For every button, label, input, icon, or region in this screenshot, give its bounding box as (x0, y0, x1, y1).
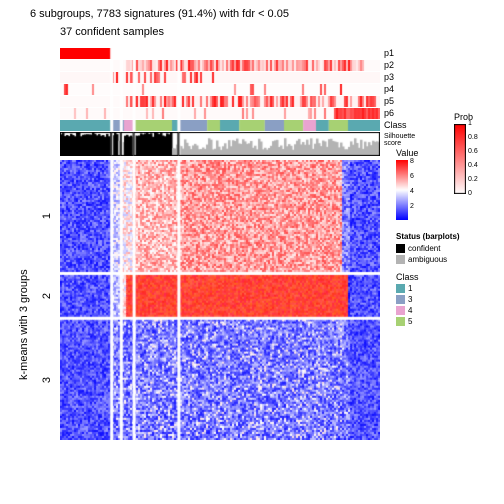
status-label-confident: confident (408, 244, 440, 253)
status-swatch-ambiguous (396, 255, 405, 264)
annotation-p4 (60, 84, 380, 95)
class-label-3: 3 (408, 295, 412, 304)
class-track (60, 120, 380, 131)
main-heatmap (60, 160, 380, 440)
y-axis-label: k-means with 3 groups (18, 269, 30, 380)
class-label-4: 4 (408, 306, 412, 315)
class-swatch-3 (396, 295, 405, 304)
status-swatch-confident (396, 244, 405, 253)
silhouette-track (60, 132, 380, 156)
annotation-label-p4: p4 (384, 84, 394, 94)
class-swatch-4 (396, 306, 405, 315)
value-colorbar (396, 160, 408, 220)
annotation-label-p6: p6 (384, 108, 394, 118)
prob-tick: 0.2 (468, 176, 478, 183)
prob-tick: 0.4 (468, 162, 478, 169)
class-swatch-5 (396, 317, 405, 326)
annotation-p6 (60, 108, 380, 119)
annotation-label-p5: p5 (384, 96, 394, 106)
annotation-p3 (60, 72, 380, 83)
annotation-p2 (60, 60, 380, 71)
value-tick: 2 (410, 203, 414, 210)
chart-title: 6 subgroups, 7783 signatures (91.4%) wit… (30, 8, 289, 20)
value-tick: 8 (410, 158, 414, 165)
annotation-label-p1: p1 (384, 48, 394, 58)
silhouette-label: Silhouette score (384, 133, 434, 147)
class-swatch-1 (396, 284, 405, 293)
status-label-ambiguous: ambiguous (408, 255, 447, 264)
prob-tick: 0 (468, 190, 472, 197)
prob-tick: 0.6 (468, 148, 478, 155)
class-track-label: Class (384, 120, 407, 130)
class-label-1: 1 (408, 284, 412, 293)
prob-tick: 1 (468, 120, 472, 127)
group-label-3: 3 (41, 377, 53, 383)
chart-subtitle: 37 confident samples (60, 26, 164, 38)
annotation-p5 (60, 96, 380, 107)
class-legend-title: Class (396, 272, 419, 282)
value-tick: 6 (410, 173, 414, 180)
annotation-label-p2: p2 (384, 60, 394, 70)
annotation-p1 (60, 48, 380, 59)
annotation-label-p3: p3 (384, 72, 394, 82)
group-label-1: 1 (41, 213, 53, 219)
prob-tick: 0.8 (468, 134, 478, 141)
group-label-2: 2 (41, 293, 53, 299)
class-label-5: 5 (408, 317, 412, 326)
prob-colorbar (454, 124, 466, 194)
value-tick: 4 (410, 188, 414, 195)
value-colorbar-title: Value (396, 148, 418, 158)
status-legend-title: Status (barplots) (396, 232, 460, 241)
